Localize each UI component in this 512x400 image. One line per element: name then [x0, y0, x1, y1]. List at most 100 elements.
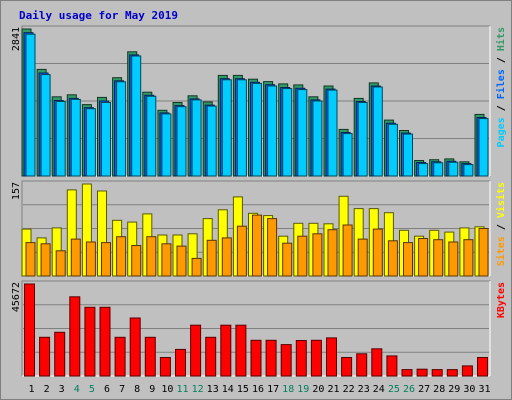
day-label-30: 30 — [463, 384, 475, 395]
bar-kbytes-day-26 — [401, 369, 413, 377]
bar-kbytes-day-9 — [144, 336, 156, 377]
day-label-7: 7 — [119, 384, 125, 395]
day-label-8: 8 — [134, 384, 140, 395]
top-ymax-label: 2841 — [11, 27, 22, 51]
bar-sites-day-2 — [40, 243, 51, 277]
day-label-2: 2 — [44, 384, 50, 395]
bar-kbytes-day-21 — [326, 337, 337, 377]
bar-pages-day-25 — [387, 123, 398, 177]
bar-pages-day-26 — [403, 133, 413, 177]
bar-sites-day-15 — [236, 225, 247, 277]
bar-sites-day-9 — [146, 236, 157, 277]
bar-sites-day-1 — [25, 242, 36, 277]
bar-pages-day-22 — [342, 133, 353, 177]
bar-pages-day-10 — [161, 113, 172, 177]
bar-kbytes-day-28 — [431, 369, 443, 377]
bar-sites-day-30 — [463, 239, 474, 277]
bar-kbytes-day-20 — [310, 339, 322, 377]
bar-kbytes-day-2 — [39, 336, 51, 377]
bar-kbytes-day-22 — [341, 357, 353, 377]
day-label-16: 16 — [252, 384, 264, 395]
bar-sites-day-23 — [357, 238, 368, 277]
bar-sites-day-10 — [161, 243, 172, 277]
bar-kbytes-day-27 — [416, 368, 428, 377]
bar-sites-day-25 — [387, 240, 398, 277]
bar-pages-day-3 — [55, 101, 66, 177]
bottom-legend-label: KBytes — [496, 282, 507, 318]
bar-kbytes-day-16 — [250, 339, 262, 377]
day-label-13: 13 — [207, 384, 219, 395]
bar-kbytes-day-19 — [295, 340, 307, 377]
legend-text-hits: Hits — [495, 27, 507, 51]
day-label-28: 28 — [433, 384, 445, 395]
chart-panels: 2841 Pages / Files / Hits 157 Sites / Visit… — [11, 25, 507, 377]
bar-pages-day-24 — [372, 86, 383, 177]
day-label-10: 10 — [161, 384, 173, 395]
day-label-17: 17 — [267, 384, 279, 395]
bar-sites-day-14 — [221, 237, 232, 277]
bar-sites-day-21 — [327, 229, 338, 277]
bar-pages-day-23 — [357, 102, 368, 177]
bar-pages-day-15 — [236, 79, 247, 177]
bar-kbytes-day-7 — [114, 336, 126, 377]
bar-pages-day-17 — [267, 85, 278, 177]
legend-text-sites: Sites — [495, 236, 507, 266]
day-label-11: 11 — [176, 384, 188, 395]
bar-pages-day-21 — [327, 89, 338, 177]
bar-kbytes-day-17 — [265, 339, 277, 377]
legend-text--: / — [496, 51, 507, 69]
legend-text-visits: Visits — [495, 182, 507, 218]
middle-panel: 157 Sites / Visits — [11, 180, 507, 277]
bar-sites-day-7 — [116, 236, 127, 277]
bar-pages-day-16 — [252, 82, 262, 177]
middle-legend-label: Sites / Visits — [495, 182, 507, 266]
bar-sites-day-8 — [131, 245, 142, 277]
bar-kbytes-day-6 — [99, 306, 111, 377]
bar-pages-day-29 — [448, 161, 459, 177]
bar-sites-day-13 — [206, 239, 217, 277]
bar-sites-day-3 — [55, 250, 66, 277]
bar-kbytes-day-3 — [54, 331, 66, 377]
legend-text-kbytes: KBytes — [496, 282, 507, 318]
bar-pages-day-27 — [418, 163, 429, 177]
bar-sites-day-29 — [448, 241, 459, 277]
legend-text--: / — [496, 218, 507, 236]
bar-pages-day-11 — [176, 106, 187, 177]
day-label-15: 15 — [237, 384, 249, 395]
day-label-29: 29 — [448, 384, 460, 395]
bar-sites-day-20 — [312, 233, 323, 277]
bar-pages-day-19 — [297, 89, 308, 177]
bar-sites-day-24 — [372, 228, 383, 277]
bar-pages-day-14 — [221, 79, 232, 177]
bar-kbytes-day-8 — [129, 317, 141, 377]
bar-sites-day-18 — [282, 242, 293, 277]
day-label-24: 24 — [373, 384, 385, 395]
day-label-19: 19 — [297, 384, 309, 395]
day-label-21: 21 — [327, 384, 339, 395]
bar-kbytes-day-4 — [69, 296, 81, 377]
day-label-25: 25 — [388, 384, 400, 395]
bar-pages-day-5 — [85, 108, 96, 177]
bar-sites-day-17 — [267, 218, 278, 277]
day-label-22: 22 — [343, 384, 355, 395]
bar-kbytes-day-14 — [220, 324, 232, 377]
bar-pages-day-31 — [478, 118, 489, 177]
day-labels: 1 2 3 4 5 6 7 8 9 10 11 12 13 14 15 16 17 18 19 20 21 22 23 24 2… — [28, 384, 490, 395]
bar-kbytes-day-13 — [205, 336, 217, 377]
day-label-23: 23 — [358, 384, 370, 395]
bar-sites-day-26 — [403, 242, 413, 277]
day-label-5: 5 — [89, 384, 95, 395]
top-panel: 2841 Pages / Files / Hits — [11, 25, 507, 177]
bar-kbytes-day-23 — [356, 353, 368, 377]
bar-kbytes-day-29 — [446, 369, 458, 377]
bar-kbytes-day-25 — [386, 355, 398, 377]
legend-text-pages: Pages — [496, 117, 507, 147]
bar-sites-day-27 — [418, 238, 429, 277]
bar-pages-day-18 — [282, 88, 293, 177]
bar-sites-day-5 — [85, 241, 96, 277]
bar-sites-day-11 — [176, 245, 187, 277]
bar-pages-day-28 — [433, 162, 444, 177]
bar-kbytes-day-24 — [371, 348, 383, 377]
day-label-12: 12 — [192, 384, 204, 395]
